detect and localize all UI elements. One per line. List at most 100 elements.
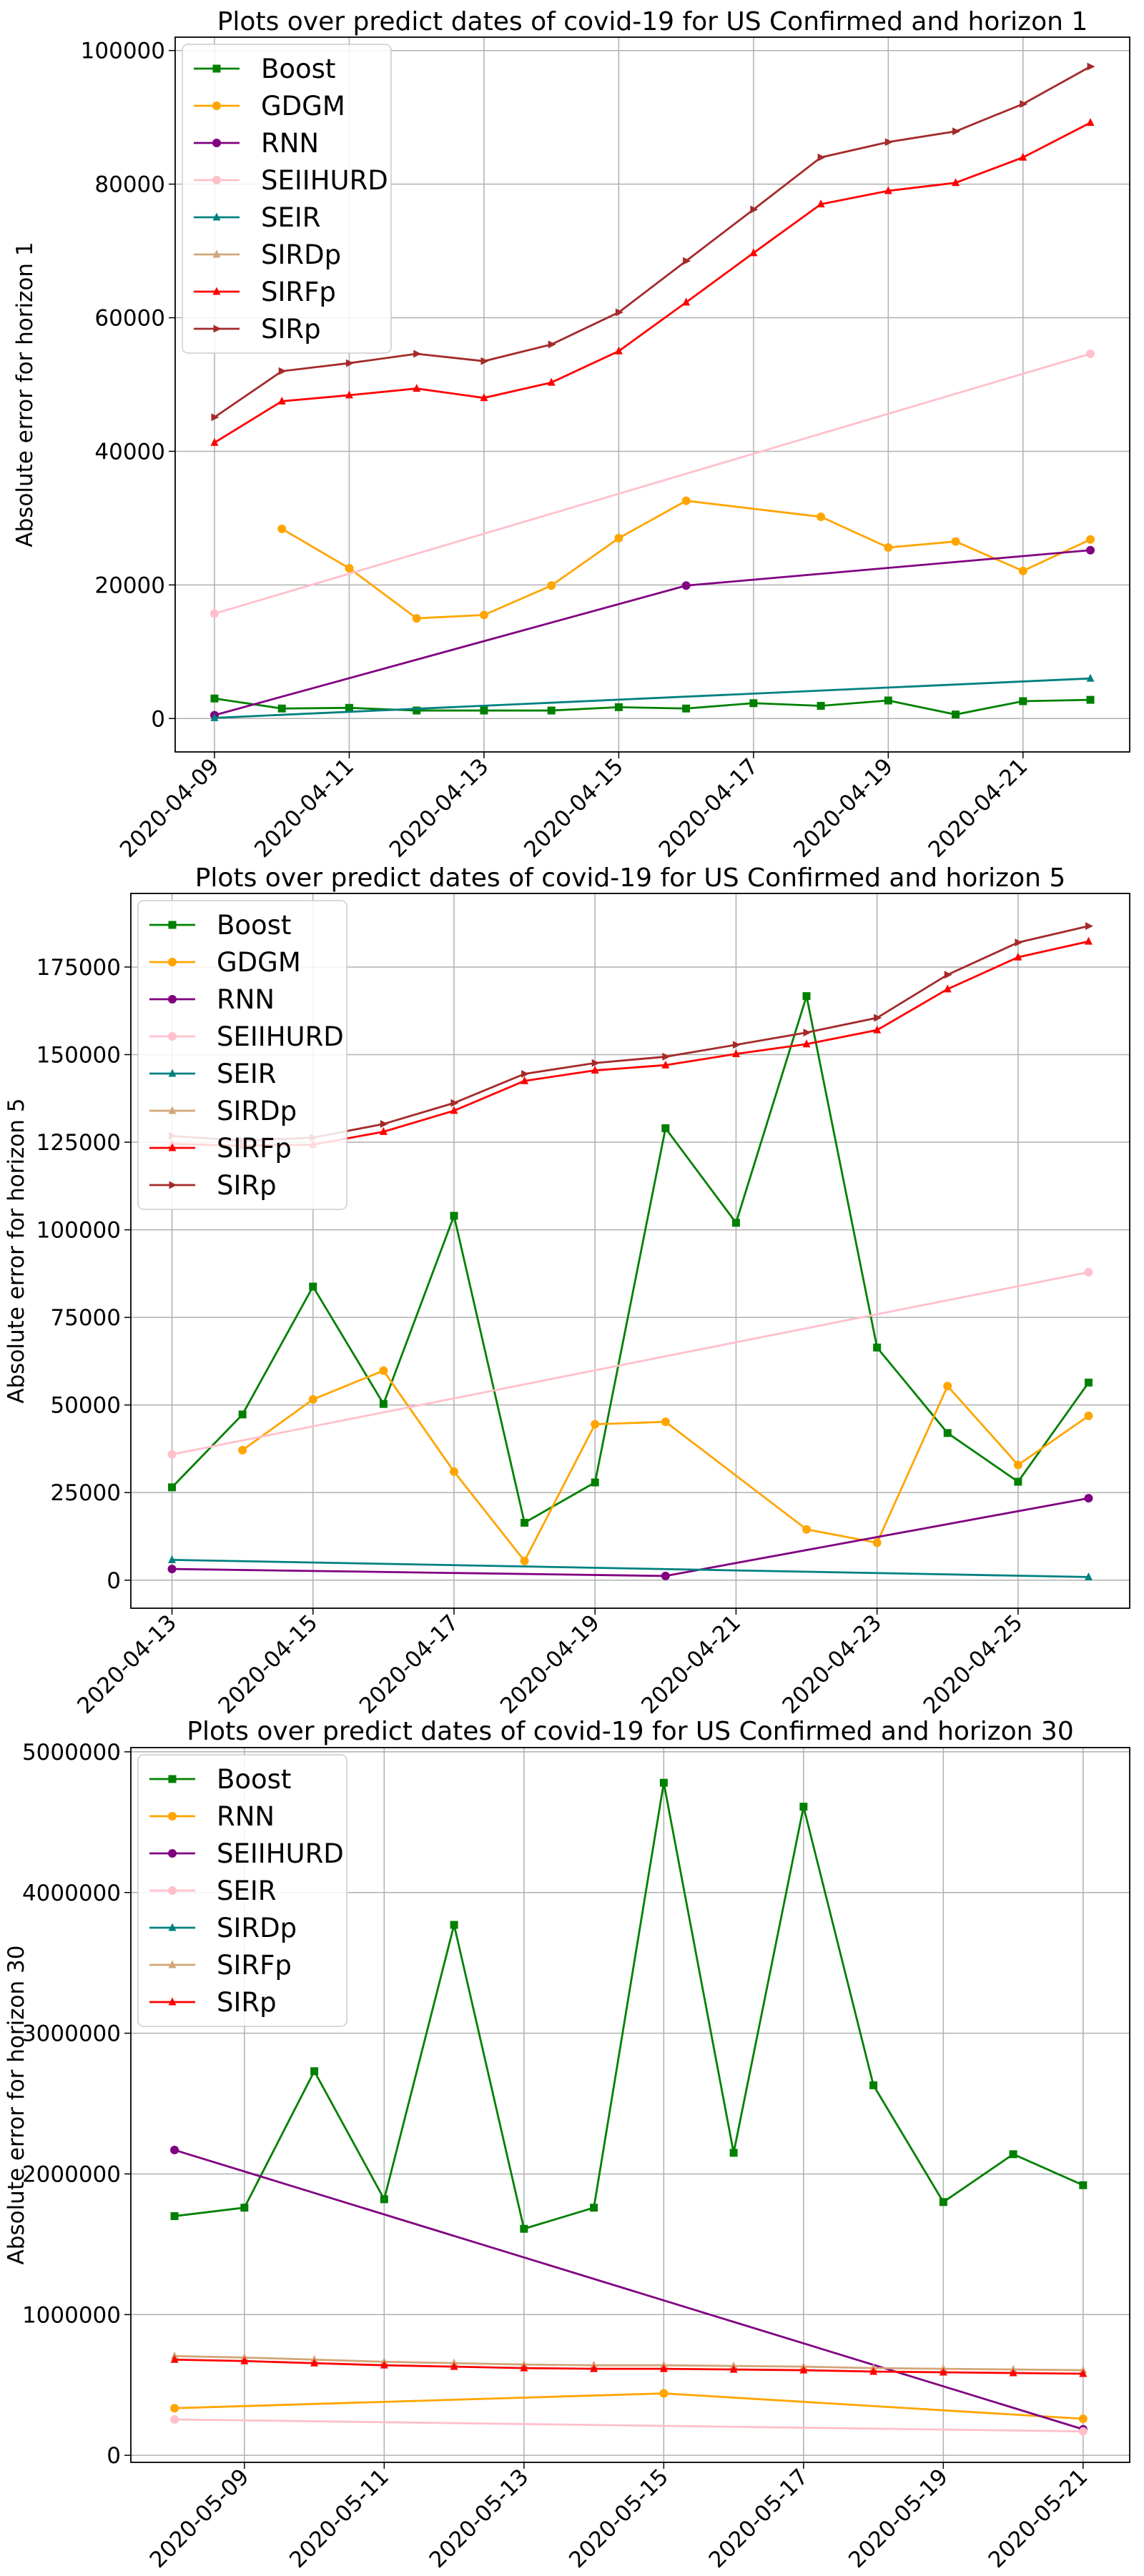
data-point (238, 1445, 247, 1455)
data-point (170, 2354, 179, 2363)
data-point (238, 1410, 247, 1419)
data-point (732, 1041, 741, 1049)
data-point (168, 1483, 177, 1492)
legend-marker (168, 1849, 177, 1858)
data-point (345, 359, 354, 367)
data-point (1009, 2150, 1017, 2159)
series-rnn (170, 2389, 1088, 2423)
data-point (1079, 2369, 1088, 2377)
data-point (590, 2364, 598, 2372)
data-point (682, 704, 691, 713)
data-point (884, 186, 892, 194)
data-point (480, 357, 489, 365)
data-point (379, 1126, 388, 1135)
data-point (521, 1076, 529, 1084)
data-point (1018, 566, 1027, 575)
legend-marker (168, 1960, 177, 1968)
series-line (172, 1558, 1089, 1578)
y-tick-label: 100000 (81, 39, 165, 64)
legend-entry: SEIR (217, 1876, 277, 1906)
data-point (380, 2195, 388, 2204)
series-line (174, 2358, 1083, 2375)
data-point (170, 2404, 179, 2413)
series-line (214, 697, 1091, 716)
data-point (1084, 1378, 1093, 1387)
data-point (450, 1106, 458, 1114)
data-point (731, 1219, 740, 1227)
data-point (1013, 1460, 1022, 1470)
data-point (614, 533, 623, 543)
data-point (345, 703, 353, 712)
chart-title: Plots over predict dates of covid-19 for… (217, 7, 1088, 36)
data-point (412, 614, 421, 623)
data-point (1086, 545, 1095, 555)
x-tick-label: 2020-05-19 (844, 2464, 953, 2573)
data-point (413, 706, 421, 715)
data-point (661, 1124, 670, 1132)
series-boost (210, 694, 1095, 719)
data-point (521, 1518, 529, 1527)
legend-entry: RNN (217, 1801, 275, 1832)
legend-entry: SEIIHURD (217, 1838, 344, 1869)
data-point (869, 2367, 878, 2375)
data-point (943, 1429, 952, 1437)
legend-marker (212, 287, 221, 295)
legend-box (182, 44, 392, 354)
series-line (214, 122, 1091, 444)
data-point (749, 699, 758, 708)
data-point (884, 138, 893, 147)
data-point (659, 2364, 668, 2372)
y-tick-label: 50000 (50, 1393, 121, 1419)
legend-marker (168, 1032, 177, 1041)
data-point (449, 1467, 458, 1476)
data-point (817, 199, 825, 208)
series-sirp (211, 62, 1095, 422)
series-gdgm (277, 496, 1095, 623)
data-point (802, 992, 811, 1001)
x-tick-label: 2020-04-17 (654, 753, 764, 863)
x-tick-label: 2020-04-13 (72, 1610, 182, 1719)
data-point (380, 2360, 388, 2369)
data-point (520, 1556, 529, 1565)
data-point (170, 2414, 179, 2424)
data-point (277, 524, 287, 533)
y-tick-label: 40000 (94, 439, 165, 465)
y-tick-label: 25000 (50, 1480, 121, 1506)
y-tick-label: 3000000 (22, 2021, 121, 2047)
data-point (479, 610, 488, 620)
series-boost (170, 1778, 1088, 2233)
data-point (1014, 1477, 1022, 1486)
x-tick-label: 2020-05-13 (425, 2464, 534, 2573)
series-seir (210, 673, 1095, 721)
y-axis-label: Absolute error for horizon 1 (12, 242, 38, 547)
legend-entry: SIRp (261, 314, 321, 345)
data-point (413, 350, 422, 358)
series-seiihurd (209, 349, 1095, 618)
data-point (1084, 1267, 1093, 1277)
y-tick-label: 175000 (36, 955, 121, 981)
data-point (277, 704, 286, 713)
data-point (799, 2365, 808, 2374)
x-tick-label: 2020-04-13 (385, 753, 494, 863)
data-point (884, 543, 893, 553)
series-seiihurd (167, 1267, 1093, 1459)
legend-entry: GDGM (261, 91, 345, 122)
data-point (1009, 2368, 1017, 2377)
series-line (214, 677, 1091, 719)
data-point (1086, 118, 1095, 127)
data-point (240, 2204, 249, 2212)
legend-marker (168, 1106, 177, 1114)
y-tick-label: 150000 (36, 1042, 121, 1068)
data-point (1084, 1572, 1093, 1580)
series-seir (168, 1555, 1093, 1580)
x-tick-label: 2020-04-09 (115, 753, 225, 863)
data-point (480, 393, 488, 402)
x-tick-label: 2020-04-17 (355, 1610, 464, 1719)
data-point (802, 1525, 812, 1534)
data-point (682, 297, 691, 306)
series-line (174, 2392, 1083, 2420)
x-tick-label: 2020-04-11 (250, 753, 359, 863)
legend-entry: SIRp (217, 1987, 277, 2018)
y-tick-label: 100000 (36, 1218, 121, 1244)
legend-marker (168, 921, 177, 929)
